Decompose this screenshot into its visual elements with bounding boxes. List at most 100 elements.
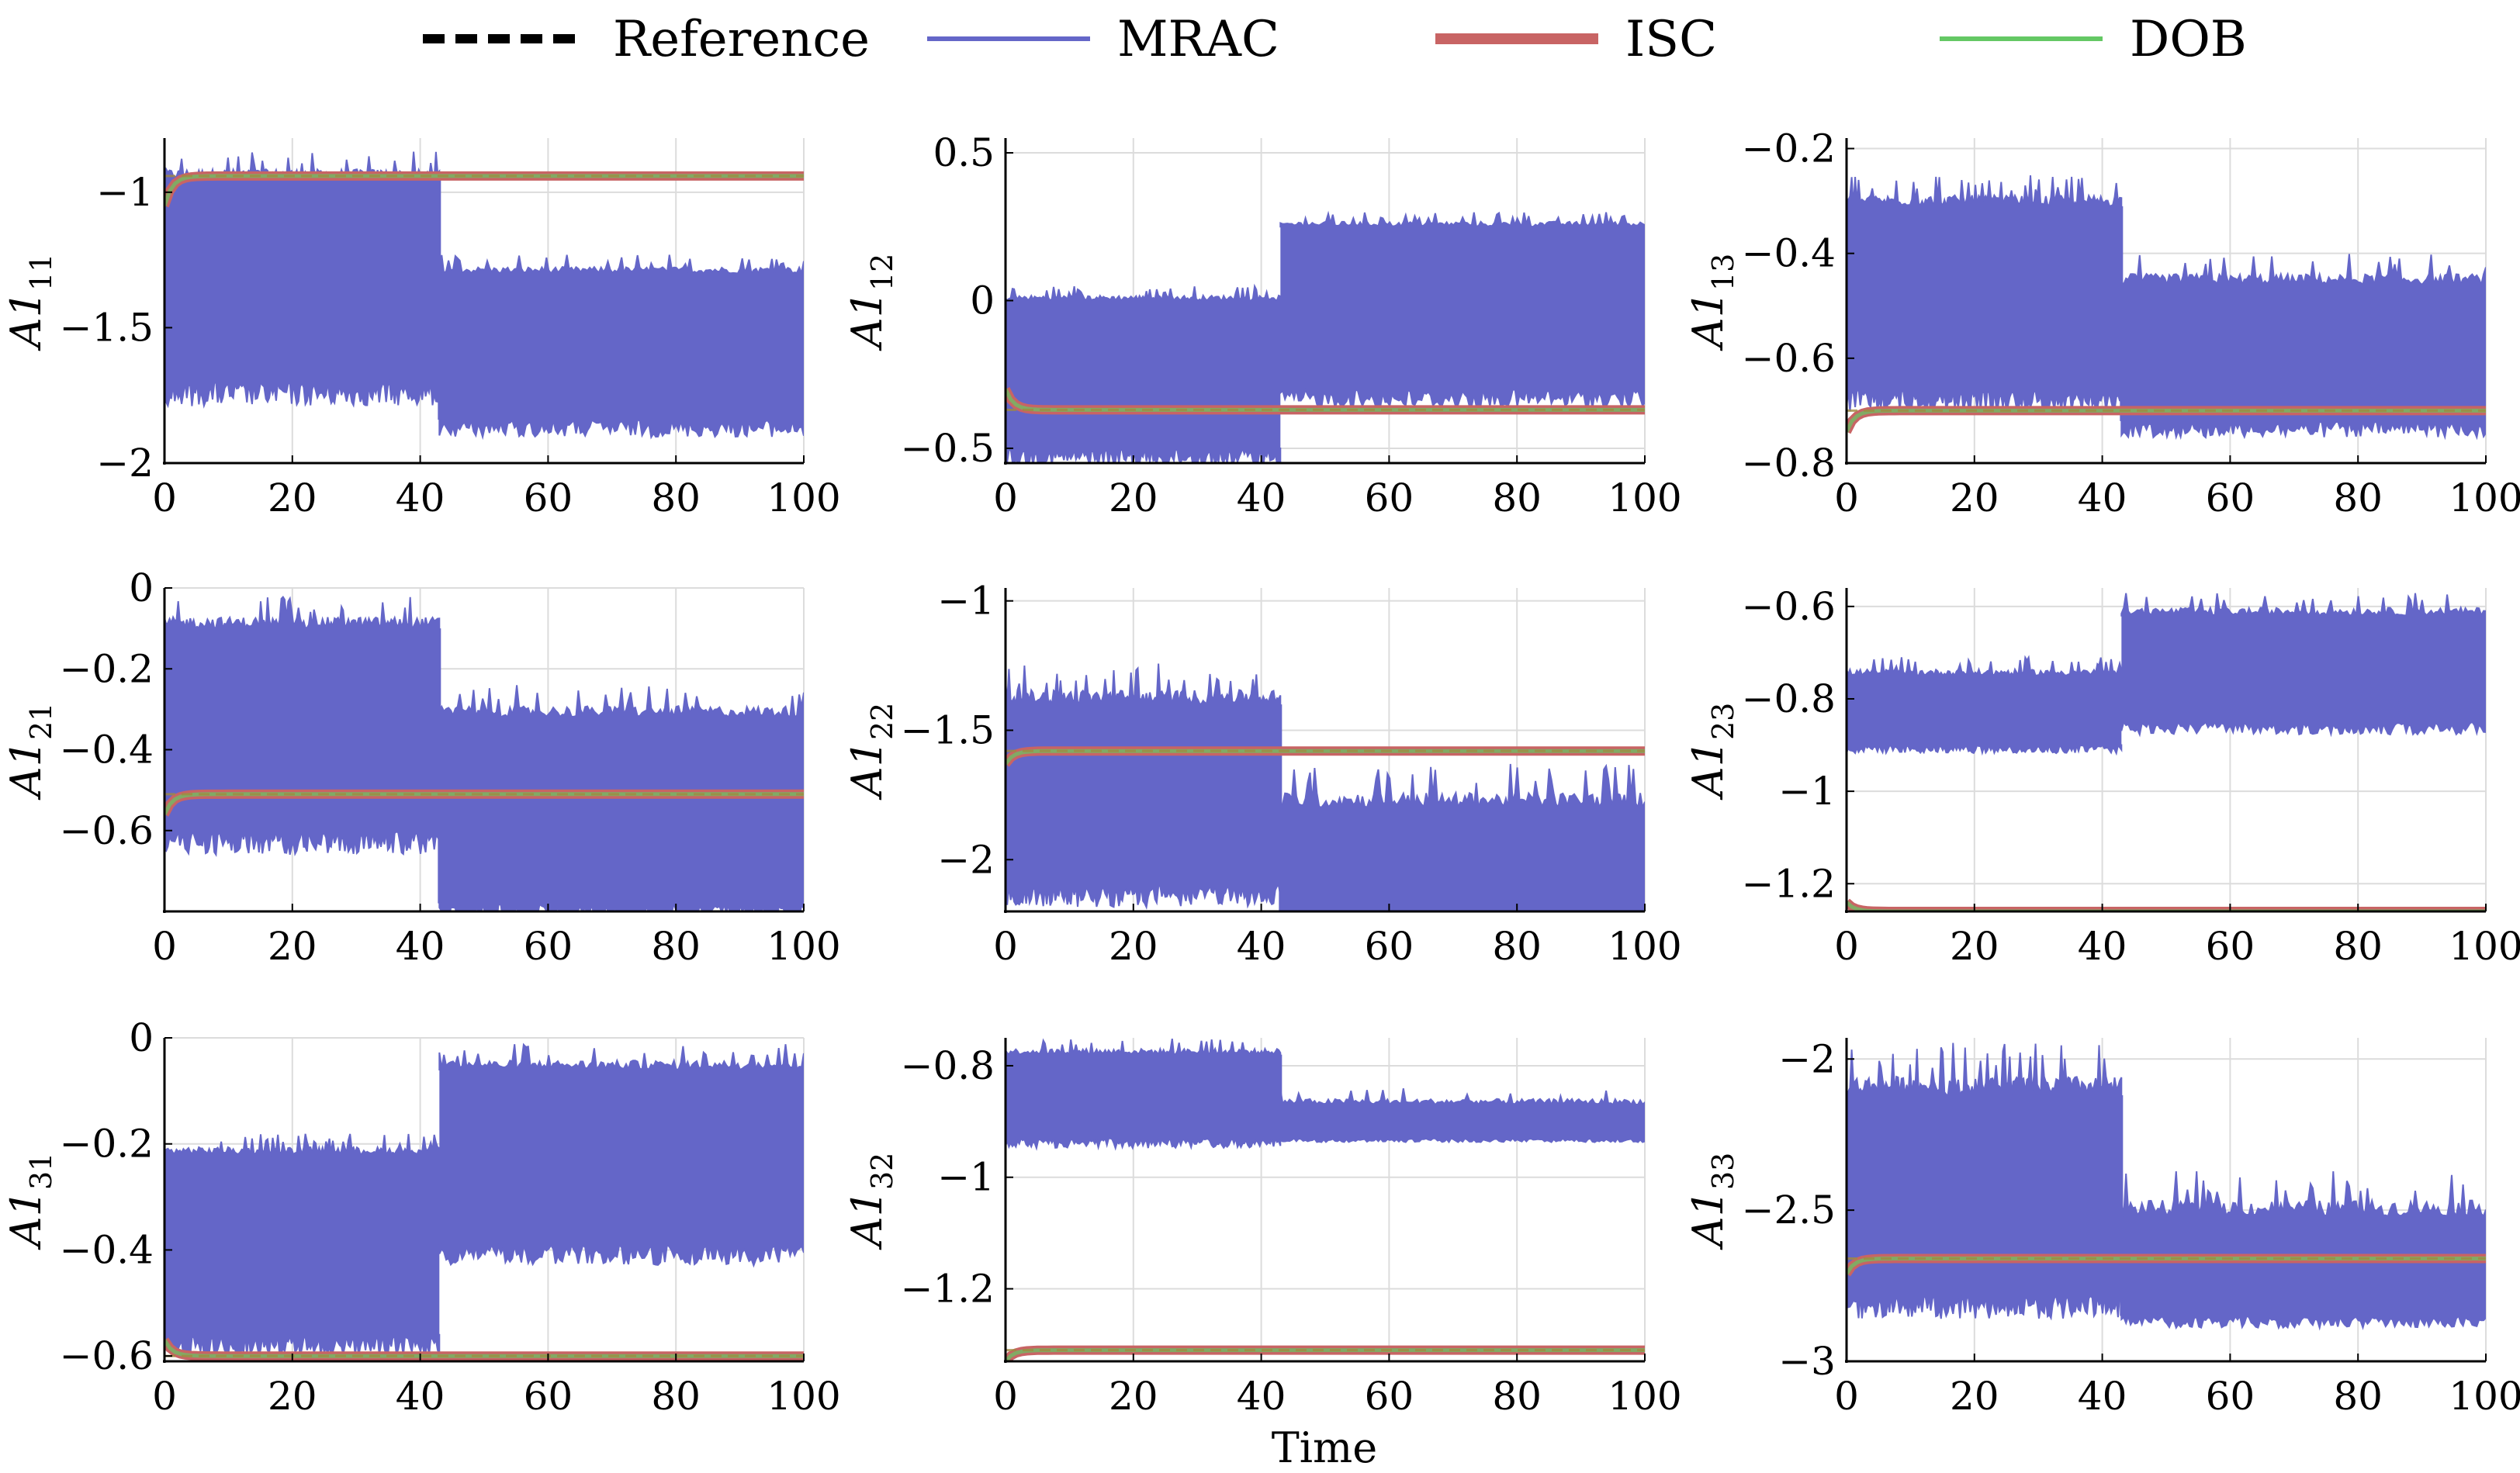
x-tick-label: 60 [2206, 475, 2255, 520]
y-tick-label: −0.4 [60, 728, 154, 773]
x-tick-label: 100 [767, 924, 840, 969]
x-tick-label: 0 [152, 924, 177, 969]
y-tick-label: 0.5 [933, 130, 995, 175]
x-tick-label: 20 [1109, 1374, 1158, 1419]
y-axis-label: A121 [2, 703, 58, 801]
mrac-lower-noise [164, 379, 441, 409]
mrac-band-before [1847, 676, 2122, 745]
mrac-lower-noise [438, 1242, 804, 1268]
legend-label-reference: Reference [613, 11, 870, 68]
mrac-upper-noise [2120, 254, 2486, 288]
x-tick-label: 20 [1109, 924, 1158, 969]
plot-area [1847, 175, 2486, 441]
y-tick-label: −0.5 [901, 426, 995, 471]
x-tick-label: 20 [268, 475, 317, 520]
mrac-band-after [1280, 1105, 1645, 1139]
y-tick-label: −1.5 [901, 707, 995, 752]
x-tick-label: 80 [2333, 475, 2383, 520]
y-axis-label: A111 [2, 254, 58, 352]
y-axis-label: A133 [1684, 1153, 1740, 1251]
x-tick-label: 40 [396, 924, 445, 969]
y-tick-label: −0.4 [1742, 231, 1836, 276]
mrac-lower-noise [2120, 420, 2486, 441]
x-tick-label: 20 [268, 1374, 317, 1419]
x-tick-label: 60 [1365, 924, 1414, 969]
x-tick-label: 80 [651, 1374, 701, 1419]
mrac-upper-noise [1006, 1038, 1282, 1057]
mrac-band-before [164, 178, 440, 382]
y-axis-label-main: A1 [843, 291, 891, 351]
mrac-band-after [439, 273, 804, 420]
plot-area [164, 151, 804, 441]
mrac-band-before [1006, 300, 1281, 448]
y-axis-label: A131 [2, 1153, 58, 1251]
y-tick-label: −0.2 [60, 646, 154, 691]
legend-item-reference: Reference [423, 11, 870, 68]
plot-area [1847, 1043, 2486, 1331]
subplot-a113: 0 20 40 60 80 100 −0.8 −0.6 −0.4 −0.2 A113 [1684, 126, 2520, 520]
y-axis-label-subscript: 13 [1706, 254, 1740, 291]
x-tick-label: 60 [524, 924, 573, 969]
x-tick-label: 0 [993, 1374, 1018, 1419]
mrac-upper-noise [1847, 1043, 2123, 1098]
mrac-band-after [2121, 285, 2486, 421]
x-tick-label: 40 [1237, 475, 1286, 520]
y-axis-label-main: A1 [1684, 740, 1732, 800]
y-tick-label: −2 [96, 441, 154, 486]
x-tick-label: 40 [2078, 1374, 2127, 1419]
y-tick-label: −0.6 [1742, 584, 1836, 629]
y-axis-label-subscript: 21 [24, 703, 58, 740]
y-tick-label: −2.5 [1742, 1188, 1836, 1233]
x-tick-label: 80 [2333, 1374, 2383, 1419]
mrac-band-after [439, 717, 804, 904]
plot-area [1006, 210, 1645, 463]
mrac-lower-noise [1006, 883, 1282, 911]
x-tick-label: 100 [767, 1374, 840, 1419]
x-tick-label: 40 [396, 1374, 445, 1419]
y-axis-label-main: A1 [2, 1190, 50, 1250]
y-axis-label: A113 [1684, 254, 1740, 352]
plot-area [164, 596, 804, 911]
mrac-lower-noise [438, 901, 804, 911]
y-tick-label: −0.8 [1742, 441, 1836, 486]
mrac-upper-noise [438, 1043, 804, 1073]
mrac-lower-noise [1006, 1135, 1282, 1151]
subplot-a133: 0 20 40 60 80 100 −3 −2.5 −2 A133 [1684, 1036, 2520, 1419]
mrac-band-after [2121, 1215, 2486, 1316]
mrac-lower-noise [1847, 1291, 2123, 1321]
plot-area [164, 1043, 804, 1361]
x-tick-label: 40 [396, 475, 445, 520]
x-tick-label: 80 [1492, 924, 1542, 969]
x-tick-label: 60 [1365, 475, 1414, 520]
mrac-band-before [164, 1154, 440, 1335]
y-axis-label-main: A1 [1684, 1190, 1732, 1250]
x-tick-label: 100 [767, 475, 840, 520]
plot-area [1847, 593, 2486, 911]
x-tick-label: 60 [524, 475, 573, 520]
mrac-upper-noise [1279, 210, 1645, 229]
y-tick-label: 0 [970, 278, 995, 323]
legend-label-dob: DOB [2130, 11, 2247, 68]
plot-area [1006, 1038, 1645, 1361]
y-axis-label: A112 [843, 254, 899, 352]
legend-item-isc: ISC [1435, 11, 1717, 68]
mrac-upper-noise [1279, 763, 1645, 811]
subplot-a132: 0 20 40 60 80 100 −1.2 −1 −0.8 A132 [843, 1038, 1682, 1419]
x-tick-label: 20 [1950, 924, 1999, 969]
mrac-upper-noise [438, 685, 804, 720]
y-tick-label: −0.8 [1742, 676, 1836, 721]
y-tick-label: −3 [1778, 1339, 1836, 1384]
y-axis-label-subscript: 33 [1706, 1153, 1740, 1190]
x-tick-label: 100 [1608, 924, 1681, 969]
mrac-lower-noise [2120, 719, 2486, 738]
y-axis-label-subscript: 11 [24, 254, 58, 291]
mrac-lower-noise [1279, 1136, 1645, 1144]
x-tick-label: 80 [1492, 475, 1542, 520]
x-tick-label: 20 [1109, 475, 1158, 520]
x-tick-label: 0 [993, 475, 1018, 520]
mrac-lower-noise [1847, 742, 2123, 756]
y-tick-label: −1.5 [60, 305, 154, 350]
